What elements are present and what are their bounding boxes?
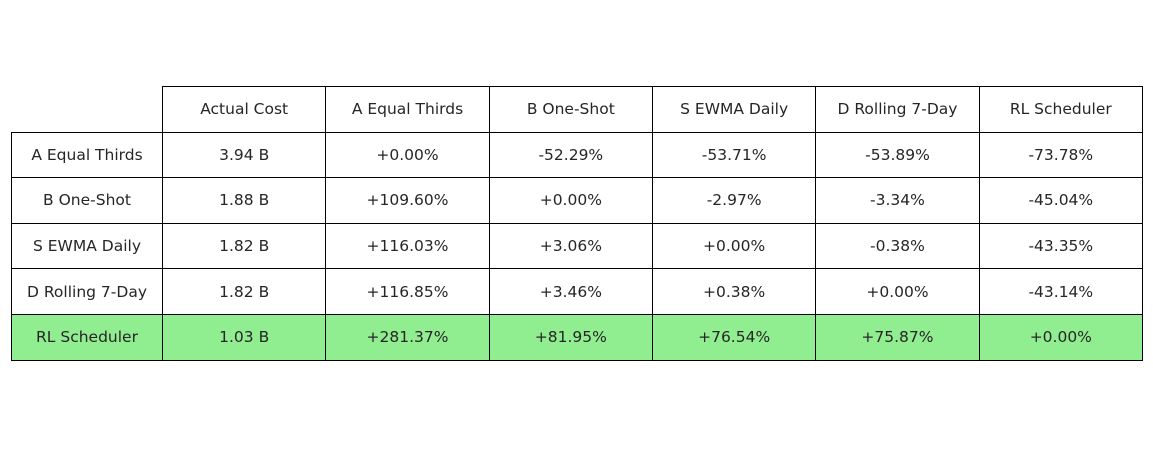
table-body: A Equal Thirds 3.94 B +0.00% -52.29% -53.71%…	[11, 131, 1143, 361]
table-row-highlighted: RL Scheduler 1.03 B +281.37% +81.95% +76.54%…	[11, 313, 1143, 361]
table-cell: +109.60%	[325, 177, 490, 224]
table-cell: +0.00%	[325, 131, 490, 179]
table-cell: +0.38%	[651, 268, 817, 315]
table-cell: +0.00%	[488, 177, 653, 224]
corner-cell	[11, 86, 163, 133]
table-cell: +116.85%	[325, 268, 490, 315]
table-cell: +281.37%	[325, 313, 490, 361]
table-cell: -43.35%	[978, 222, 1143, 270]
table-cell: +0.00%	[978, 313, 1143, 361]
row-header: B One-Shot	[11, 177, 163, 224]
column-header: A Equal Thirds	[325, 86, 490, 133]
table-cell: 1.82 B	[161, 268, 327, 315]
table-cell: -43.14%	[978, 268, 1143, 315]
table-cell: +81.95%	[488, 313, 653, 361]
table-cell: +0.00%	[815, 268, 980, 315]
row-header: S EWMA Daily	[11, 222, 163, 270]
header-row: Actual Cost A Equal Thirds B One-Shot S …	[11, 86, 1143, 133]
column-header: B One-Shot	[488, 86, 653, 133]
table-cell: -53.71%	[651, 131, 817, 179]
table-row: A Equal Thirds 3.94 B +0.00% -52.29% -53.71%…	[11, 131, 1143, 179]
table-cell: +75.87%	[815, 313, 980, 361]
table-cell: 1.03 B	[161, 313, 327, 361]
table-row: D Rolling 7-Day 1.82 B +116.85% +3.46% +0.38…	[11, 268, 1143, 315]
column-header: S EWMA Daily	[651, 86, 817, 133]
row-header: RL Scheduler	[11, 313, 163, 361]
table-cell: +3.46%	[488, 268, 653, 315]
cost-comparison-table: Actual Cost A Equal Thirds B One-Shot S …	[11, 86, 1143, 361]
column-header: D Rolling 7-Day	[815, 86, 980, 133]
table-cell: 1.82 B	[161, 222, 327, 270]
column-header: Actual Cost	[161, 86, 327, 133]
table-cell: +76.54%	[651, 313, 817, 361]
table-cell: -0.38%	[815, 222, 980, 270]
table-row: S EWMA Daily 1.82 B +116.03% +3.06% +0.00% -0…	[11, 222, 1143, 270]
table-cell: -2.97%	[651, 177, 817, 224]
row-header: A Equal Thirds	[11, 131, 163, 179]
table-cell: +0.00%	[651, 222, 817, 270]
table-cell: -52.29%	[488, 131, 653, 179]
table-cell: -45.04%	[978, 177, 1143, 224]
row-header: D Rolling 7-Day	[11, 268, 163, 315]
table-cell: -73.78%	[978, 131, 1143, 179]
table-cell: 3.94 B	[161, 131, 327, 179]
table-cell: -3.34%	[815, 177, 980, 224]
table-cell: +116.03%	[325, 222, 490, 270]
table-row: B One-Shot 1.88 B +109.60% +0.00% -2.97% -3.3…	[11, 177, 1143, 224]
column-header: RL Scheduler	[978, 86, 1143, 133]
table-cell: 1.88 B	[161, 177, 327, 224]
table-cell: +3.06%	[488, 222, 653, 270]
table-cell: -53.89%	[815, 131, 980, 179]
